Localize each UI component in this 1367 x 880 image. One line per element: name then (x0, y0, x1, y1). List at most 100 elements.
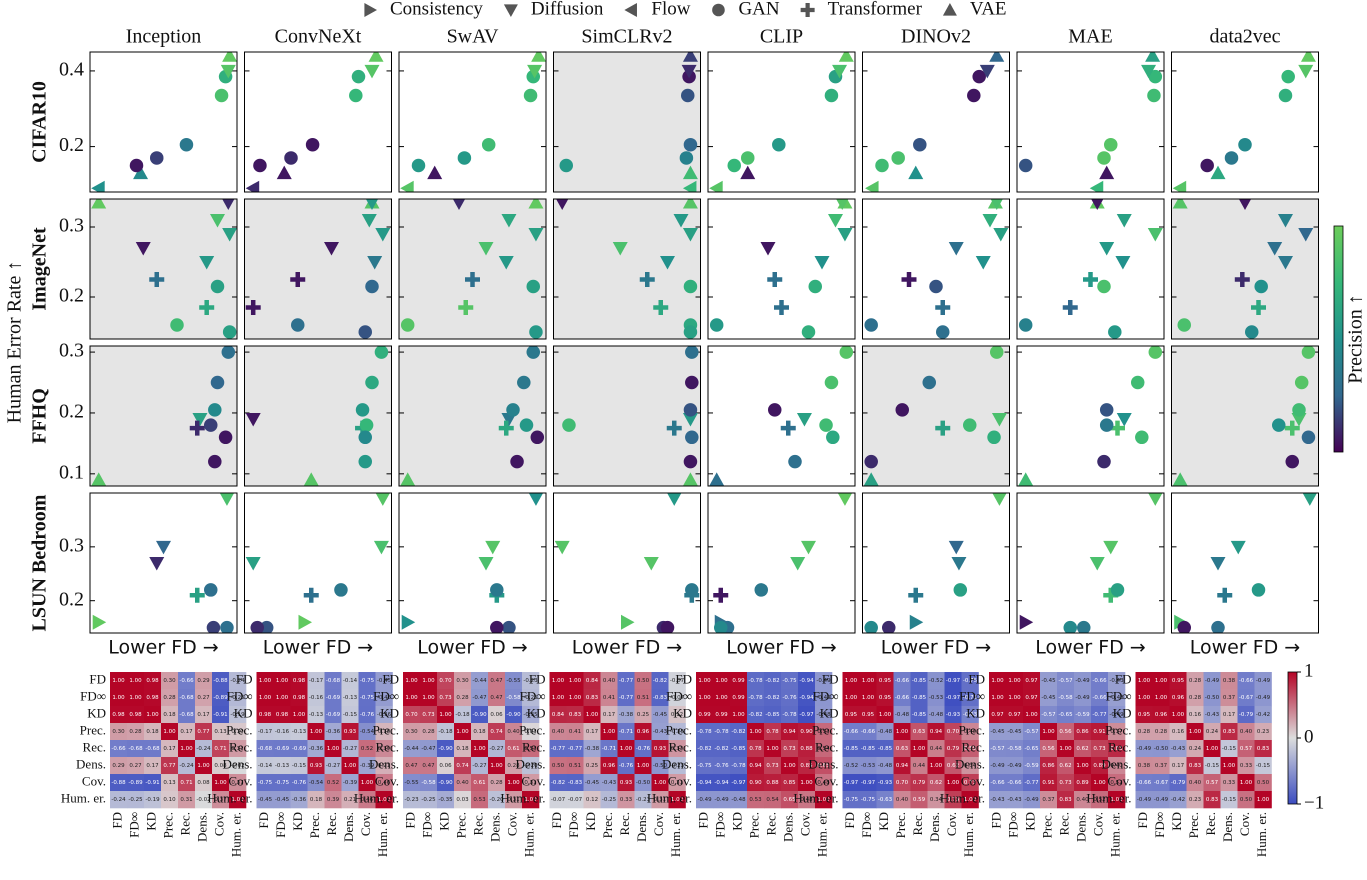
cell-label: -0.49 (816, 695, 831, 701)
points (245, 346, 389, 486)
point (913, 137, 927, 152)
cell-label: -0.58 (506, 695, 521, 701)
heatmap-cell (1152, 706, 1170, 724)
heatmap-cell (566, 757, 584, 775)
cell-label: -0.78 (714, 729, 729, 735)
y-axis-label: Human Error Rate ↑ (4, 261, 26, 424)
cell-label: 0.17 (1223, 712, 1236, 718)
panel-frame (398, 198, 547, 340)
cell-label: -0.82 (714, 746, 728, 752)
point (400, 180, 414, 192)
cell-label: 1.00 (947, 780, 960, 786)
cell-label: 0.98 (112, 712, 125, 718)
heatmap-cell (1091, 757, 1109, 775)
cell-label: 0.28 (1189, 695, 1202, 701)
heatmap-cell (110, 757, 128, 775)
heatmap-row-label: Cov. (1107, 773, 1131, 788)
point (909, 614, 924, 630)
cell-label: 1.00 (817, 797, 830, 803)
heatmap-cell (1169, 757, 1187, 775)
cell-label: -0.02 (196, 797, 210, 803)
heatmap-cell (307, 791, 325, 809)
cell-label: -0.65 (1058, 712, 1073, 718)
heatmap-cell (375, 689, 393, 707)
heatmap-cell (781, 689, 799, 707)
cell-label: 0.94 (896, 763, 909, 769)
heatmap-col-label: KD (729, 812, 744, 831)
heatmap-cell (375, 672, 393, 690)
heatmap-cell (1135, 740, 1153, 758)
cell-label: 0.89 (1093, 763, 1106, 769)
cell-label: 0.63 (896, 746, 909, 752)
point (639, 272, 655, 287)
heatmap-cell (961, 774, 979, 792)
cell-label: 0.33 (1240, 763, 1253, 769)
heatmap-col-label: Rec. (324, 812, 339, 835)
heatmap-cell (229, 774, 247, 792)
point (556, 199, 569, 210)
heatmap-cell (522, 740, 540, 758)
heatmap-cell (488, 740, 506, 758)
point (1172, 199, 1188, 209)
cell-label: -0.76 (292, 780, 307, 786)
cell-label: -0.15 (1205, 763, 1220, 769)
cell-label: -0.67 (1154, 780, 1169, 786)
cell-label: -0.42 (1171, 797, 1185, 803)
point (1251, 583, 1266, 597)
cell-label: 1.00 (800, 780, 813, 786)
heatmap-cell (634, 723, 652, 741)
heatmap-cell (764, 723, 782, 741)
points (562, 346, 699, 486)
cell-label: 1.00 (1172, 712, 1185, 718)
y-tick-label: 0.1 (59, 461, 84, 483)
heatmap-cell (842, 757, 860, 775)
point (498, 256, 514, 270)
heatmap-cell (944, 706, 962, 724)
legend-marker (712, 3, 725, 17)
point (709, 180, 723, 192)
heatmap-row-label: Prec. (519, 722, 545, 737)
cell-label: 0.10 (231, 729, 244, 735)
point (714, 620, 728, 633)
point (210, 375, 225, 390)
panel-background (553, 199, 701, 339)
points (400, 199, 544, 339)
point (1103, 540, 1119, 555)
cell-label: 0.73 (1093, 746, 1106, 752)
cell-label: 0.99 (698, 712, 711, 718)
heatmap-cell (781, 791, 799, 809)
heatmap-cell (1057, 723, 1075, 741)
heatmap-cell (730, 757, 748, 775)
heatmap-cell (505, 723, 523, 741)
panel-frame (707, 51, 856, 193)
cell-label: -0.77 (551, 746, 566, 752)
heatmap-cell (437, 706, 455, 724)
heatmap-cell (764, 672, 782, 690)
point (908, 165, 924, 180)
heatmap-col-label: FD∞ (1152, 812, 1167, 838)
heatmap-cell (1237, 706, 1255, 724)
point (1301, 346, 1316, 359)
cell-label: 0.54 (766, 797, 779, 803)
heatmap-cell (1203, 706, 1221, 724)
heatmap-cell (290, 740, 308, 758)
heatmap-row-label: Dens. (1102, 756, 1132, 771)
point (990, 346, 1004, 359)
point (458, 300, 474, 315)
heatmap-cell (747, 723, 765, 741)
heatmap-cell (1006, 706, 1024, 724)
heatmap-cell (713, 689, 731, 707)
heatmap-cell (651, 672, 669, 690)
heatmap-cell (1186, 791, 1204, 809)
heatmap-cell (713, 723, 731, 741)
heatmap-cell (420, 791, 438, 809)
panel-background (1017, 52, 1164, 192)
point (530, 430, 545, 445)
cell-label: -0.49 (1007, 763, 1022, 769)
cell-label: 0.40 (964, 729, 977, 735)
heatmap-cell (1074, 791, 1092, 809)
heatmap-row-label: Prec. (959, 722, 985, 737)
cell-label: 0.65 (817, 763, 830, 769)
heatmap-cell (859, 757, 877, 775)
heatmap-cell (1057, 672, 1075, 690)
